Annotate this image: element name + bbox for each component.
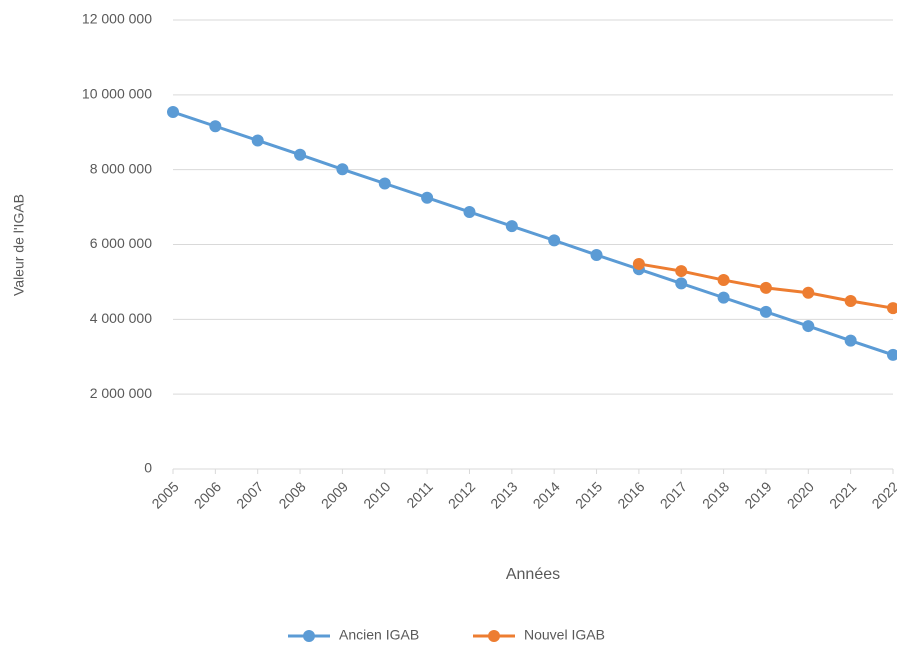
y-tick-label: 0 bbox=[144, 460, 152, 476]
y-tick-label: 6 000 000 bbox=[90, 235, 152, 251]
point bbox=[505, 220, 518, 233]
point bbox=[463, 205, 476, 218]
point bbox=[887, 348, 897, 361]
point bbox=[759, 281, 772, 294]
point bbox=[802, 320, 815, 333]
x-tick-label: 2015 bbox=[572, 478, 605, 511]
legend-marker bbox=[488, 630, 500, 642]
x-tick-label: 2011 bbox=[403, 478, 436, 511]
point bbox=[421, 191, 434, 204]
x-axis-title: Années bbox=[506, 566, 560, 583]
point bbox=[717, 274, 730, 287]
point bbox=[717, 291, 730, 304]
x-tick-label: 2017 bbox=[657, 478, 690, 511]
y-tick-label: 2 000 000 bbox=[90, 385, 152, 401]
x-tick-label: 2007 bbox=[233, 478, 266, 511]
point bbox=[167, 106, 179, 119]
x-tick-label: 2012 bbox=[445, 478, 478, 511]
x-tick-label: 2016 bbox=[614, 478, 647, 511]
point bbox=[336, 163, 349, 176]
x-tick-label: 2008 bbox=[275, 478, 308, 511]
point bbox=[548, 234, 561, 247]
x-tick-label: 2020 bbox=[784, 478, 817, 511]
point bbox=[590, 248, 603, 261]
y-tick-label: 8 000 000 bbox=[90, 160, 152, 176]
x-tick-label: 2006 bbox=[191, 478, 224, 511]
y-tick-label: 10 000 000 bbox=[82, 86, 152, 102]
point bbox=[759, 305, 772, 318]
point bbox=[802, 286, 815, 299]
point bbox=[675, 277, 688, 290]
legend-label: Ancien IGAB bbox=[339, 627, 419, 643]
point bbox=[844, 294, 857, 307]
point bbox=[378, 177, 391, 190]
y-axis-title: Valeur de l'IGAB bbox=[11, 194, 27, 296]
x-tick-label: 2018 bbox=[699, 478, 732, 511]
point bbox=[675, 265, 688, 278]
legend-marker bbox=[303, 630, 315, 642]
x-tick-label: 2021 bbox=[826, 478, 859, 511]
x-tick-label: 2013 bbox=[487, 478, 520, 511]
x-tick-label: 2005 bbox=[148, 478, 181, 511]
point bbox=[844, 334, 857, 347]
point bbox=[209, 120, 222, 133]
y-tick-label: 4 000 000 bbox=[90, 310, 152, 326]
legend-label: Nouvel IGAB bbox=[524, 627, 605, 643]
series-line bbox=[172, 110, 894, 357]
x-tick-label: 2010 bbox=[360, 478, 393, 511]
x-tick-label: 2009 bbox=[318, 478, 351, 511]
x-tick-label: 2019 bbox=[741, 478, 774, 511]
point bbox=[632, 257, 645, 270]
x-tick-label: 2014 bbox=[530, 478, 563, 511]
point bbox=[251, 134, 264, 147]
point bbox=[294, 148, 307, 161]
point bbox=[887, 302, 897, 315]
y-tick-label: 12 000 000 bbox=[82, 11, 152, 27]
x-tick-label: 2022 bbox=[868, 478, 897, 511]
